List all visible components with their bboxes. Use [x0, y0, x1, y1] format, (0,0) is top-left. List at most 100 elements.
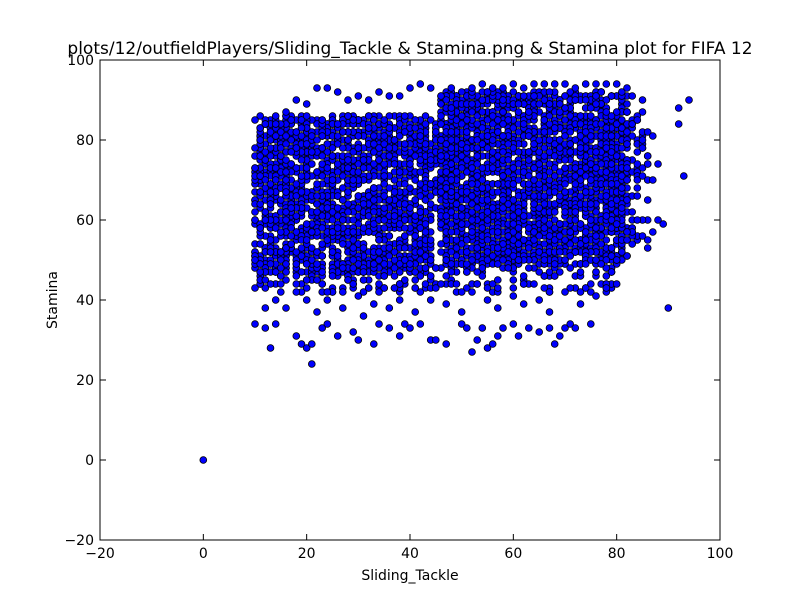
scatter-point [328, 216, 337, 224]
scatter-point [364, 284, 373, 292]
scatter-point [271, 296, 280, 304]
scatter-point [380, 216, 389, 224]
scatter-point [344, 200, 352, 208]
scatter-point [395, 332, 404, 340]
scatter-point [447, 104, 456, 112]
scatter-point [452, 236, 461, 244]
scatter-point [437, 152, 445, 160]
scatter-point [504, 200, 513, 208]
scatter-point [468, 228, 476, 236]
scatter-point [400, 200, 409, 208]
scatter-point [261, 208, 270, 216]
scatter-point [617, 116, 626, 124]
scatter-point [447, 136, 456, 144]
scatter-point [276, 144, 285, 152]
y-tick-label: 40 [76, 293, 94, 309]
scatter-point [530, 80, 538, 88]
scatter-point [586, 216, 595, 224]
scatter-point [307, 228, 316, 236]
scatter-point [416, 248, 425, 256]
scatter-point [302, 164, 311, 172]
scatter-point [478, 124, 487, 132]
scatter-point [504, 140, 513, 148]
scatter-point [359, 268, 368, 276]
scatter-point [292, 212, 301, 220]
scatter-point [380, 116, 389, 124]
scatter-point [571, 84, 580, 92]
scatter-point [395, 120, 404, 128]
scatter-point [385, 196, 394, 204]
scatter-point [411, 196, 420, 204]
scatter-point [292, 164, 301, 172]
scatter-point [344, 188, 352, 196]
scatter-point [555, 100, 564, 108]
scatter-point [566, 128, 574, 136]
scatter-point [509, 320, 518, 328]
scatter-point [643, 244, 652, 252]
scatter-point [499, 324, 507, 332]
scatter-point [426, 272, 435, 280]
scatter-point [416, 224, 425, 232]
scatter-point [302, 236, 311, 244]
scatter-point [400, 224, 409, 232]
scatter-point [416, 272, 425, 280]
scatter-point [514, 128, 523, 136]
scatter-point [297, 116, 306, 124]
scatter-point [313, 136, 321, 144]
scatter-point [499, 96, 507, 104]
scatter-point [323, 84, 332, 92]
scatter-point [473, 280, 482, 288]
scatter-point [302, 220, 311, 228]
scatter-point [473, 172, 482, 180]
scatter-point [535, 136, 543, 144]
scatter-point [313, 192, 321, 200]
scatter-point [431, 336, 440, 344]
scatter-point [561, 156, 569, 164]
scatter-point [581, 172, 590, 180]
scatter-point [297, 124, 306, 132]
scatter-point [364, 228, 373, 236]
scatter-point [354, 204, 363, 212]
scatter-point [297, 244, 306, 252]
scatter-point [509, 88, 518, 96]
scatter-point [271, 112, 280, 120]
scatter-point [354, 220, 363, 228]
scatter-point [282, 244, 290, 252]
scatter-point [514, 224, 523, 232]
scatter-point [292, 280, 301, 288]
scatter-point [251, 164, 259, 172]
scatter-point [313, 308, 321, 316]
scatter-point [514, 176, 523, 184]
scatter-point [297, 252, 306, 260]
scatter-point [478, 80, 487, 88]
scatter-point [266, 128, 275, 136]
scatter-point [581, 128, 590, 136]
scatter-point [437, 248, 445, 256]
scatter-point [607, 244, 616, 252]
scatter-point [524, 156, 533, 164]
scatter-point [406, 160, 414, 168]
scatter-point [328, 176, 337, 184]
scatter-point [648, 132, 657, 140]
scatter-point [540, 116, 549, 124]
scatter-point [276, 256, 285, 264]
scatter-point [545, 308, 554, 316]
scatter-point [323, 204, 332, 212]
scatter-point [349, 176, 358, 184]
scatter-point [576, 268, 585, 276]
scatter-point [323, 236, 332, 244]
scatter-point [390, 256, 399, 264]
scatter-point [576, 300, 585, 308]
scatter-point [457, 212, 466, 220]
scatter-point [292, 128, 301, 136]
scatter-point [364, 112, 373, 120]
scatter-point [426, 156, 435, 164]
scatter-point [483, 296, 492, 304]
scatter-point [375, 288, 383, 296]
scatter-point [323, 288, 332, 296]
scatter-point [509, 292, 518, 300]
scatter-point [307, 148, 316, 156]
x-tick-label: 0 [199, 546, 208, 562]
scatter-point [287, 116, 296, 124]
scatter-point [623, 196, 631, 204]
